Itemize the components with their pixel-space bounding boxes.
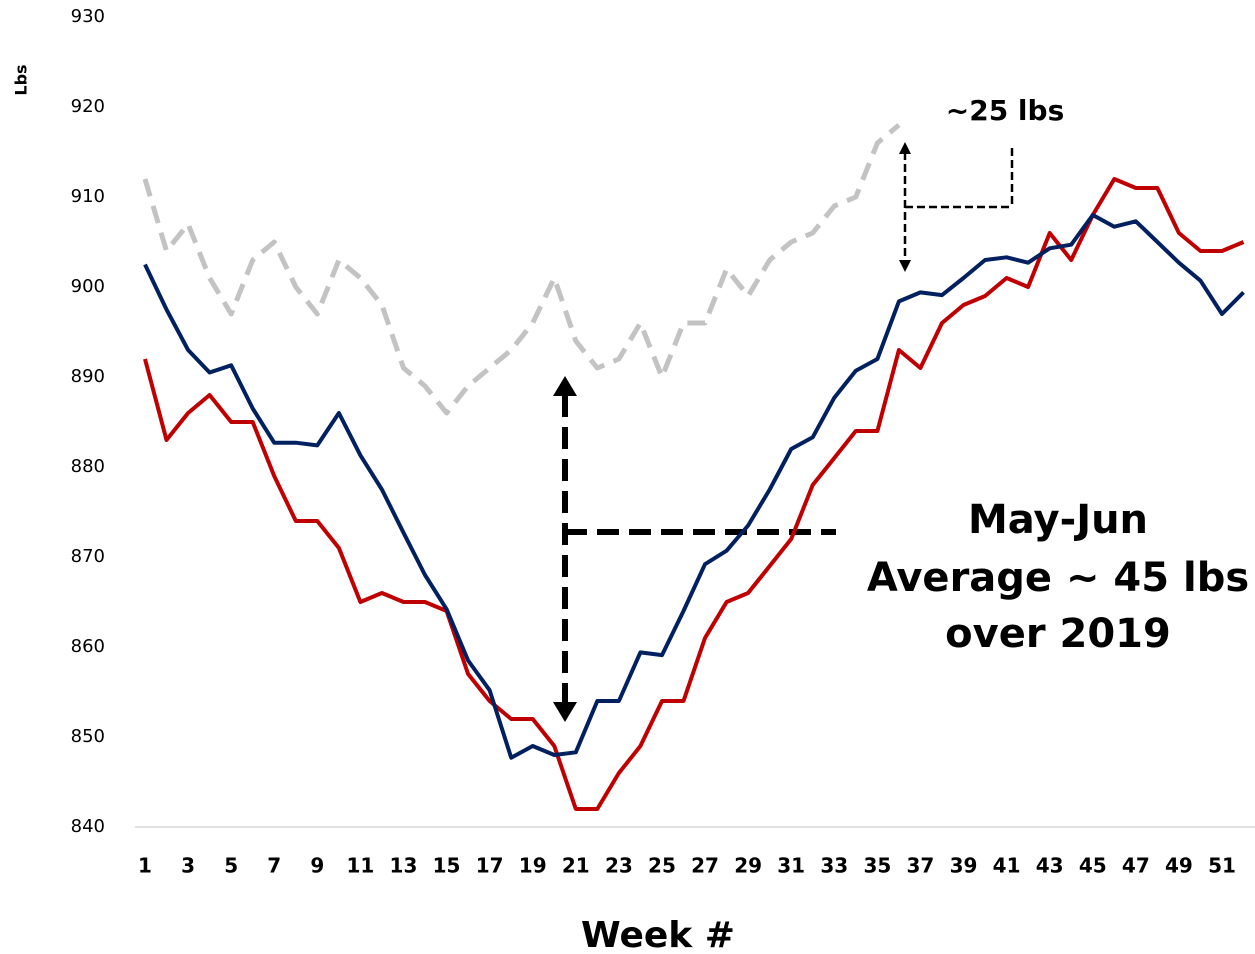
annotation: ~25 lbs [946, 94, 1064, 127]
x-tick-label: 17 [476, 854, 504, 878]
annotation: over 2019 [945, 611, 1171, 657]
small-arrow [899, 142, 1014, 272]
x-tick-label: 9 [310, 854, 324, 878]
x-tick-label: 3 [181, 854, 195, 878]
annotation: May-Jun [968, 497, 1148, 543]
big-arrow [553, 376, 836, 722]
y-tick-label: 880 [71, 456, 105, 477]
series-line [143, 177, 1245, 811]
x-tick-label: 7 [267, 854, 281, 878]
x-tick-label: 37 [907, 854, 935, 878]
x-tick-label: 29 [734, 854, 762, 878]
y-tick-label: 930 [71, 6, 105, 27]
x-tick-label: 21 [562, 854, 590, 878]
x-tick-label: 31 [777, 854, 805, 878]
y-tick-label: 870 [71, 546, 105, 567]
x-tick-label: 1 [138, 854, 152, 878]
x-tick-label: 33 [820, 854, 848, 878]
x-axis-label: Week # [581, 915, 735, 954]
x-tick-label: 15 [433, 854, 461, 878]
y-tick-label: 900 [71, 276, 105, 297]
x-tick-label: 39 [950, 854, 978, 878]
x-tick-label: 23 [605, 854, 633, 878]
x-tick-label: 41 [993, 854, 1021, 878]
x-tick-label: 27 [691, 854, 719, 878]
x-tick-label: 5 [224, 854, 238, 878]
y-tick-label: 920 [71, 96, 105, 117]
series-line [143, 213, 1245, 760]
x-tick-label: 51 [1208, 854, 1236, 878]
y-tick-label: 890 [71, 366, 105, 387]
y-axis-label: Lbs [12, 64, 31, 95]
x-tick-label: 35 [863, 854, 891, 878]
y-tick-label: 850 [71, 726, 105, 747]
x-tick-label: 13 [390, 854, 418, 878]
annotation: Average ~ 45 lbs [867, 555, 1249, 601]
x-tick-label: 25 [648, 854, 676, 878]
x-tick-label: 43 [1036, 854, 1064, 878]
x-tick-label: 47 [1122, 854, 1150, 878]
y-tick-label: 860 [71, 636, 105, 657]
x-tick-label: 19 [519, 854, 547, 878]
y-tick-label: 910 [71, 186, 105, 207]
x-tick-label: 45 [1079, 854, 1107, 878]
x-tick-label: 49 [1165, 854, 1193, 878]
x-tick-label: 11 [346, 854, 374, 878]
y-tick-label: 840 [71, 816, 105, 837]
series-line [142, 123, 901, 416]
